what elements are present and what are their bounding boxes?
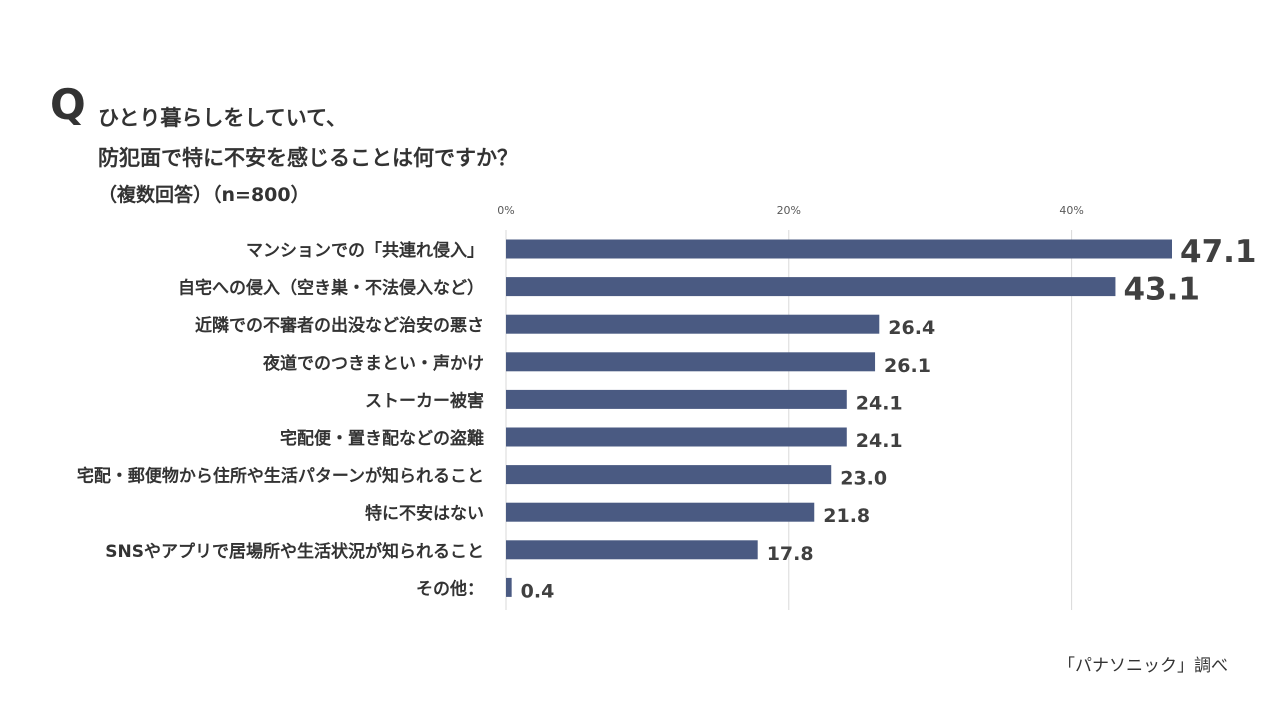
value-label: 26.1	[884, 355, 931, 377]
category-label: 宅配便・置き配などの盗難	[280, 428, 484, 449]
question-text-line1: ひとり暮らしをしていて、	[98, 106, 348, 130]
bar	[506, 239, 1172, 259]
category-label: 自宅への侵入（空き巣・不法侵入など）	[178, 278, 484, 299]
category-label: 近隣での不審者の出没など治安の悪さ	[195, 315, 484, 336]
x-tick-label: 20%	[777, 204, 801, 217]
value-label: 26.4	[888, 317, 935, 339]
bar	[506, 540, 758, 560]
value-label: 21.8	[823, 505, 870, 527]
value-label: 43.1	[1123, 272, 1200, 308]
category-label: 夜道でのつきまとい・声かけ	[262, 353, 484, 374]
category-label: SNSやアプリで居場所や生活状況が知られること	[105, 541, 484, 562]
bar	[506, 502, 815, 522]
bar	[506, 465, 832, 485]
bar	[506, 352, 876, 372]
question-note: （複数回答）（n=800）	[98, 184, 310, 206]
value-label: 17.8	[767, 543, 814, 565]
value-label: 24.1	[856, 392, 903, 414]
source-credit: 「パナソニック」調べ	[1058, 656, 1228, 676]
category-label: その他：	[416, 578, 484, 599]
bar	[506, 314, 880, 334]
value-label: 24.1	[856, 430, 903, 452]
x-tick-label: 0%	[497, 204, 514, 217]
category-label: 特に不安はない	[365, 503, 484, 524]
bar	[506, 577, 512, 597]
bar	[506, 427, 847, 447]
category-label: マンションでの「共連れ侵入」	[246, 240, 484, 261]
category-label: ストーカー被害	[365, 390, 484, 411]
category-label: 宅配・郵便物から住所や生活パターンが知られること	[77, 466, 484, 487]
value-label: 0.4	[521, 580, 555, 602]
bar	[506, 277, 1116, 297]
bar	[506, 389, 847, 409]
question-mark: Q	[50, 80, 86, 129]
question-text-line2: 防犯面で特に不安を感じることは何ですか？	[98, 146, 518, 170]
value-label: 23.0	[840, 468, 887, 490]
x-tick-label: 40%	[1059, 204, 1083, 217]
value-label: 47.1	[1180, 234, 1257, 270]
